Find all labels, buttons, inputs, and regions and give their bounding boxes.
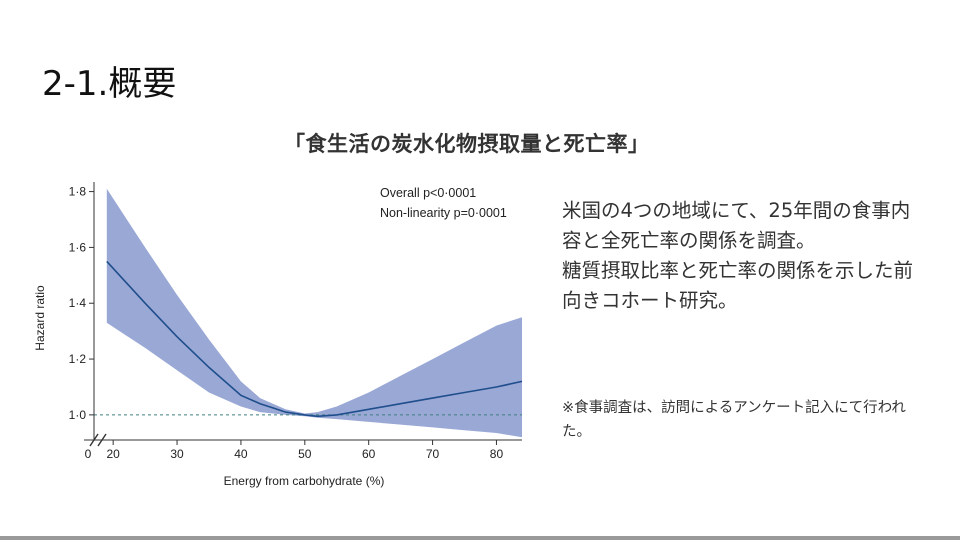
annotation-nonlinearity-p: Non-linearity p=0·0001 xyxy=(380,206,507,220)
x-tick-label: 60 xyxy=(362,447,376,461)
x-tick-label: 0 xyxy=(85,447,92,461)
x-tick-label: 80 xyxy=(490,447,504,461)
series-line-layer xyxy=(106,260,523,418)
y-axis-label: Hazard ratio xyxy=(33,285,47,351)
description-line-2: 糖質摂取比率と死亡率の関係を示した前向きコホート研究。 xyxy=(562,259,914,312)
x-tick-label: 50 xyxy=(298,447,312,461)
y-tick-label: 1·6 xyxy=(69,240,87,254)
bottom-divider xyxy=(0,536,960,540)
y-tick-label: 1·4 xyxy=(69,296,87,310)
chart-heading: 「食生活の炭水化物摂取量と死亡率」 xyxy=(284,132,650,156)
axes-layer xyxy=(84,182,522,447)
hazard-ratio-line xyxy=(106,260,523,418)
x-tick-label: 40 xyxy=(234,447,248,461)
annotation-overall-p: Overall p<0·0001 xyxy=(380,186,476,200)
confidence-band xyxy=(106,188,523,438)
y-tick-label: 1·0 xyxy=(69,408,87,422)
y-ticks-layer: 1·0 1·2 1·4 1·6 1·8 xyxy=(69,185,94,422)
description-line-1: 米国の4つの地域にて、25年間の食事内容と全死亡率の関係を調査。 xyxy=(562,199,911,252)
x-tick-label: 30 xyxy=(170,447,184,461)
description-text: 米国の4つの地域にて、25年間の食事内容と全死亡率の関係を調査。 糖質摂取比率と… xyxy=(562,196,922,316)
x-ticks-layer: 0 20 30 40 50 60 70 80 xyxy=(85,440,504,461)
slide-title: 2-1.概要 xyxy=(42,64,177,104)
y-tick-label: 1·2 xyxy=(69,352,87,366)
confidence-band-layer xyxy=(106,188,523,438)
x-tick-label: 70 xyxy=(426,447,440,461)
axis-break-mark-1 xyxy=(89,433,99,447)
y-tick-label: 1·8 xyxy=(69,185,87,199)
x-axis-label: Energy from carbohydrate (%) xyxy=(224,474,385,488)
axis-break-mark-2 xyxy=(97,433,107,447)
survey-note: ※食事調査は、訪問によるアンケート記入にて行われた。 xyxy=(562,400,906,440)
x-tick-label: 20 xyxy=(106,447,120,461)
hazard-ratio-chart: 1·0 1·2 1·4 1·6 1·8 0 20 30 40 50 60 70 80 Overall … xyxy=(33,182,523,488)
